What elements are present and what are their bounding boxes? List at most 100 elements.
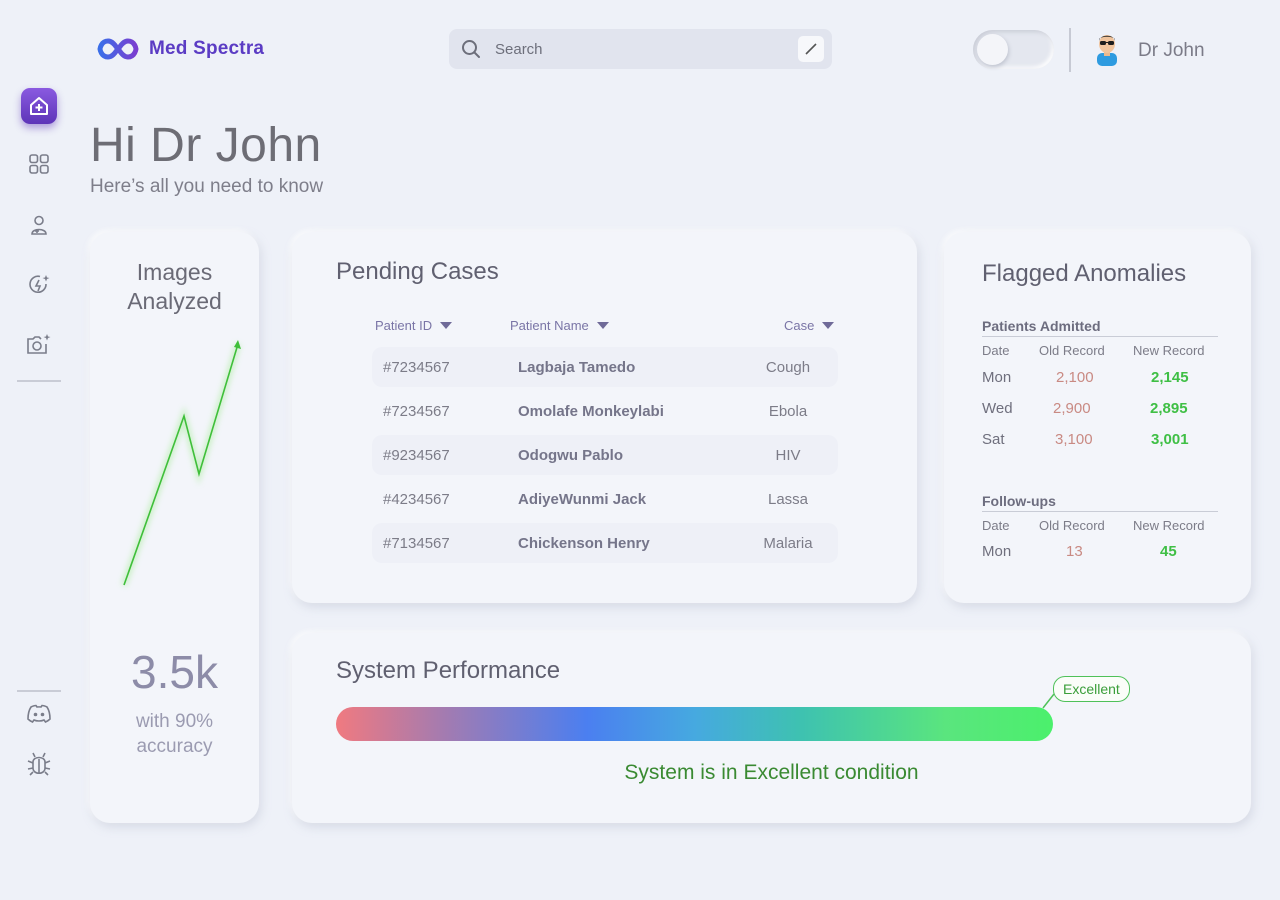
- admitted-old: 3,100: [1055, 431, 1093, 448]
- patient-case: HIV: [775, 447, 801, 464]
- caption-line2: accuracy: [136, 736, 213, 757]
- pending-cases-title: Pending Cases: [336, 258, 499, 285]
- brand-name: Med Spectra: [149, 38, 265, 59]
- toggle-knob: [977, 34, 1008, 65]
- table-row[interactable]: #7234567 Lagbaja Tamedo Cough: [372, 347, 838, 387]
- camera-icon: [27, 334, 51, 354]
- col-old-record: Old Record: [1039, 343, 1105, 358]
- sort-down-icon: [822, 322, 835, 329]
- sidebar-item-home[interactable]: [21, 88, 57, 124]
- sidebar-item-scan[interactable]: [25, 331, 53, 359]
- sidebar-item-ai-insights[interactable]: [25, 271, 53, 299]
- sort-down-icon: [440, 322, 453, 329]
- trend-arrow-icon: [234, 340, 241, 349]
- flagged-anomalies-title: Flagged Anomalies: [982, 260, 1187, 287]
- sidebar-item-discord[interactable]: [25, 700, 53, 728]
- images-analyzed-title: Images Analyzed: [90, 258, 259, 316]
- images-analyzed-value: 3.5k: [131, 646, 218, 698]
- table-row[interactable]: #7234567 Omolafe Monkeylabi Ebola: [372, 391, 838, 431]
- patient-icon: [31, 215, 47, 235]
- patient-name: AdiyeWunmi Jack: [518, 491, 647, 508]
- system-performance-card: System Performance Excellent System is i…: [292, 633, 1251, 823]
- sidebar-divider: [17, 380, 61, 382]
- table-row[interactable]: #4234567 AdiyeWunmi Jack Lassa: [372, 479, 838, 519]
- col-new-record: New Record: [1133, 518, 1205, 533]
- sidebar-item-bug-report[interactable]: [25, 750, 53, 778]
- patient-case: Ebola: [768, 403, 808, 420]
- sort-down-icon: [596, 322, 609, 329]
- section-divider: [982, 336, 1218, 337]
- trend-line: [123, 343, 239, 586]
- images-analyzed-title-line1: Images: [136, 259, 213, 285]
- followup-new: 45: [1160, 543, 1177, 560]
- images-analyzed-title-line2: Analyzed: [127, 288, 222, 314]
- column-header-label: Patient ID: [375, 318, 433, 333]
- trend-sparkline: [121, 340, 241, 587]
- col-date: Date: [982, 343, 1010, 358]
- column-header-label: Patient Name: [510, 318, 589, 333]
- patient-name: Odogwu Pablo: [518, 447, 623, 464]
- avatar[interactable]: [1091, 31, 1123, 67]
- patient-name: Lagbaja Tamedo: [518, 359, 636, 376]
- patient-id: #4234567: [383, 491, 450, 508]
- performance-badge: Excellent: [1053, 676, 1130, 702]
- images-analyzed-caption: with 90% accuracy: [90, 709, 259, 759]
- table-row[interactable]: #9234567 Odogwu Pablo HIV: [372, 435, 838, 475]
- performance-bar: [336, 707, 1053, 741]
- pending-cases-card: Pending Cases Patient ID Patient Name Ca…: [292, 232, 917, 603]
- patient-case: Cough: [765, 359, 811, 376]
- col-new-record: New Record: [1133, 343, 1205, 358]
- bug-icon: [27, 752, 51, 776]
- patient-id: #7234567: [383, 403, 450, 420]
- avatar-icon: [1097, 35, 1117, 66]
- badge-connector: [1042, 693, 1055, 709]
- col-date: Date: [982, 518, 1010, 533]
- search-bar[interactable]: [449, 29, 832, 69]
- search-shortcut-key: [798, 36, 824, 62]
- patient-name: Omolafe Monkeylabi: [518, 403, 664, 420]
- user-name[interactable]: Dr John: [1138, 40, 1205, 61]
- admitted-new: 3,001: [1151, 431, 1189, 448]
- system-performance-title: System Performance: [336, 657, 561, 684]
- brand-logo[interactable]: Med Spectra: [97, 36, 264, 62]
- admitted-old: 2,100: [1056, 369, 1094, 386]
- images-analyzed-card: Images Analyzed 3.5k with 90% accuracy: [90, 232, 259, 823]
- sidebar-item-patients[interactable]: [25, 211, 53, 239]
- patient-id: #7234567: [383, 359, 450, 376]
- infinity-logo-icon: [97, 38, 139, 60]
- column-header-patient-id[interactable]: Patient ID: [375, 318, 453, 333]
- col-old-record: Old Record: [1039, 518, 1105, 533]
- sidebar-divider: [17, 690, 61, 692]
- column-header-label: Case: [784, 318, 815, 333]
- sidebar-item-dashboard[interactable]: [25, 150, 53, 178]
- discord-icon: [27, 704, 51, 723]
- table-row[interactable]: #7134567 Chickenson Henry Malaria: [372, 523, 838, 563]
- flagged-anomalies-card: Flagged Anomalies Patients Admitted Date…: [944, 232, 1251, 603]
- home-icon: [30, 97, 48, 115]
- search-input[interactable]: [495, 40, 798, 58]
- admitted-date: Wed: [982, 400, 1013, 417]
- admitted-new: 2,145: [1151, 369, 1189, 386]
- patient-case: Malaria: [763, 535, 813, 552]
- dashboard-icon: [29, 154, 49, 174]
- patient-id: #7134567: [383, 535, 450, 552]
- followups-heading: Follow-ups: [982, 493, 1056, 509]
- ai-insights-icon: [29, 275, 50, 293]
- admitted-date: Mon: [982, 369, 1012, 386]
- column-header-patient-name[interactable]: Patient Name: [510, 318, 609, 333]
- page-subtitle: Here’s all you need to know: [90, 176, 324, 197]
- page-title: Hi Dr John: [90, 119, 322, 172]
- caption-line1: with 90%: [135, 711, 214, 732]
- patient-name: Chickenson Henry: [518, 535, 650, 552]
- patient-case: Lassa: [767, 491, 809, 508]
- theme-toggle[interactable]: [973, 30, 1054, 69]
- slash-icon: [805, 43, 817, 55]
- section-divider: [982, 511, 1218, 512]
- patients-admitted-heading: Patients Admitted: [982, 318, 1101, 334]
- followup-date: Mon: [982, 543, 1012, 560]
- admitted-date: Sat: [982, 431, 1005, 448]
- header-divider: [1069, 28, 1071, 72]
- column-header-case[interactable]: Case: [784, 318, 835, 333]
- followup-old: 13: [1066, 543, 1083, 560]
- patient-id: #9234567: [383, 447, 450, 464]
